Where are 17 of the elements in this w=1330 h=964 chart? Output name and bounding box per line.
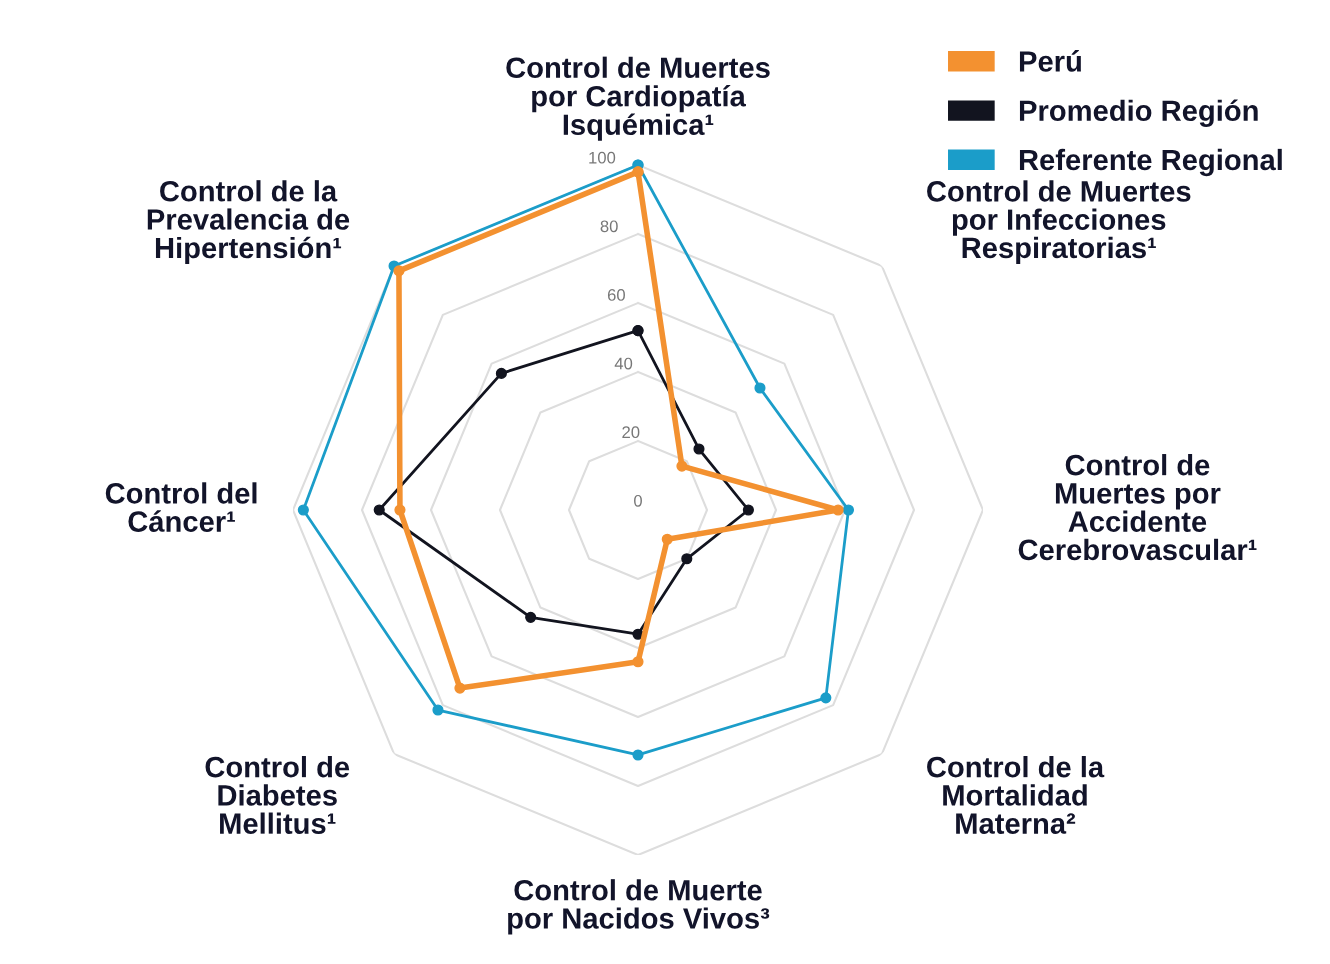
spoke-label: Control de Diabetes Mellitus¹ [205,756,350,834]
legend-label: Perú [1019,50,1081,72]
spoke-label: Control del Cáncer¹ [105,482,257,532]
spoke-label: Control de Muertes por Infecciones Respiratorias¹ [927,180,1191,264]
y-tick-label: 100 [589,151,616,164]
spoke-label: Control de Muertes por Cardiopatía Isquémica¹ [506,56,770,141]
spoke-label: Control de la Mortalidad Materna² [927,756,1105,834]
legend-label: Referente Regional [1019,148,1282,177]
legend-label: Promedio Región [1019,99,1258,127]
y-tick-label: 40 [614,357,633,370]
y-tick-label: 0 [634,494,642,507]
spoke-label: Control de Muertes por Accidente Cerebrovascular¹ [1018,454,1257,561]
y-tick-label: 20 [622,426,640,439]
spoke-label: Control de la Prevalencia de Hipertensión¹ [147,180,350,265]
y-tick-label: 60 [607,289,625,301]
y-tick-label: 80 [600,220,618,233]
spoke-label: Control de Muerte por Nacidos Vivos³ [508,879,770,935]
